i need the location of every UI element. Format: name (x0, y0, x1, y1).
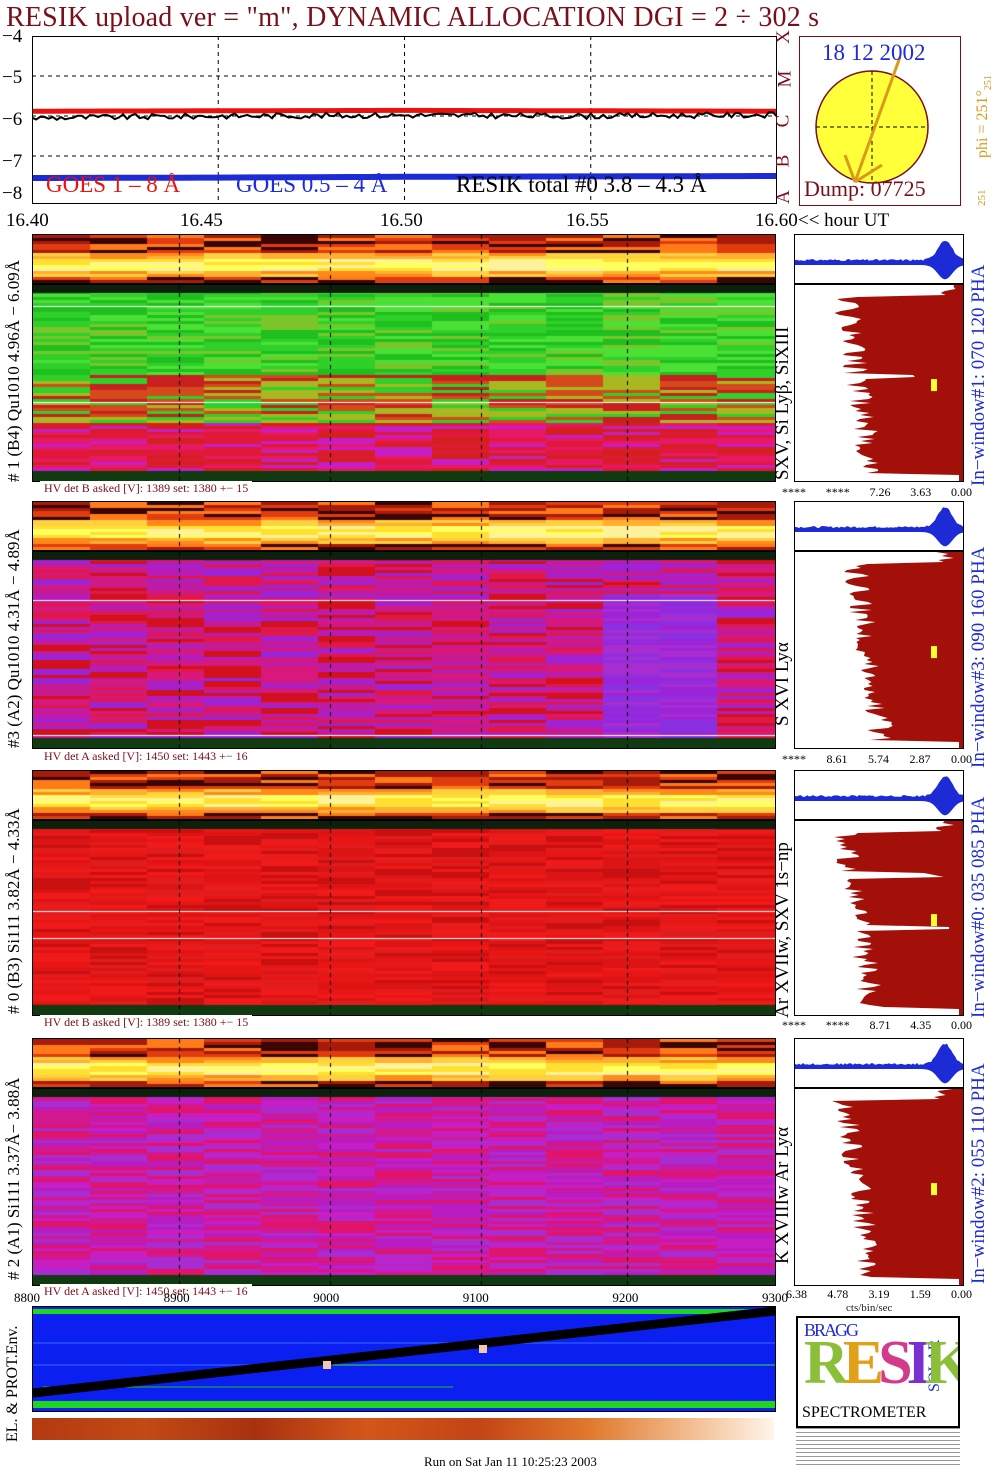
pha-histogram-shape (795, 507, 963, 547)
pha-histogram-shape (795, 776, 963, 816)
ch4-main-spectrogram (32, 1088, 776, 1286)
sun-dump: Dump: 07725 (804, 176, 926, 201)
pha-histogram-shape (795, 1043, 963, 1084)
ch2-profile (794, 551, 964, 749)
y-tick-5: −8 (2, 183, 23, 204)
flare-class-x: X (772, 30, 794, 44)
time-unit: << hour UT (798, 210, 890, 231)
ch2-lines-label: S XVI Lyα (772, 642, 793, 726)
flare-class-a: A (772, 190, 794, 204)
ch3-main-spectrogram (32, 820, 776, 1016)
ch3-window-label: In−window#0: 035 085 PHA (968, 796, 989, 1018)
ch3-left-label: # 0 (B3) Si111 3.82Å − 4.33Å (4, 808, 23, 1014)
ch1-hv-text: HV det B asked [V]: 1389 set: 1380 +− 15 (40, 481, 253, 496)
env-plot (33, 1307, 775, 1408)
ch4-pha-histogram (794, 1038, 964, 1088)
time-tick-3: 16.50 (380, 210, 423, 231)
goes-series-1 (32, 107, 777, 114)
ch4-left-label: # 2 (A1) Si111 3.37Å− 3.88Å (4, 1077, 23, 1280)
window-marker (931, 1183, 937, 1196)
ch1-left-label: # 1 (B4) Qu1010 4.96Å − 6.09Å (4, 259, 23, 482)
goes-frame (32, 36, 777, 204)
sun-phi-bottom: 251 (976, 189, 988, 207)
ch4-window-label: In−window#2: 055 110 PHA (968, 1063, 989, 1284)
goes-legend-2: GOES 0.5 – 4 Å (236, 172, 388, 197)
env-colorbar (32, 1418, 774, 1440)
ch1-window-label: In−window#1: 070 120 PHA (968, 264, 989, 486)
resik-logo: BRAGG SOLAR RESIK SPECTROMETER (796, 1316, 960, 1428)
goes-plot (32, 36, 777, 204)
flare-class-c: C (772, 114, 794, 128)
pha-histogram-shape (795, 241, 963, 280)
y-tick-1: −4 (2, 26, 23, 47)
ch3-pha-histogram (794, 770, 964, 820)
logo-spectrometer: SPECTROMETER (802, 1404, 927, 1421)
ch2-window-label: In−window#3: 090 160 PHA (968, 546, 989, 768)
env-panel (32, 1306, 776, 1412)
time-tick-2: 16.45 (180, 210, 223, 231)
ch2-pha-histogram (794, 501, 964, 551)
ch4-profile (794, 1088, 964, 1286)
y-tick-4: −7 (2, 151, 23, 172)
ch4-lines-label: K XVIIIw Ar Lyα (772, 1126, 793, 1264)
ch3-top-spectrogram (32, 770, 776, 820)
sun-panel (799, 36, 961, 206)
spectral-profile-shape (834, 285, 963, 481)
ch3-hist-ticks: **** **** 8.71 4.35 0.00 (782, 1018, 972, 1032)
ch4-hist-ticks: 6.38 4.78 3.19 1.59 0.00 (786, 1287, 972, 1301)
ch2-top-spectrogram (32, 501, 776, 551)
ch4-hv-text: HV det A asked [V]: 1450 set: 1443 +− 16 (40, 1284, 252, 1299)
hist-unit: cts/bin/sec (846, 1302, 893, 1314)
ch3-lines-label: Ar XVIIw, SXV 1s−np (772, 842, 793, 1018)
flare-class-m: M (774, 70, 796, 88)
y-tick-3: −6 (2, 109, 23, 130)
goes-series-2 (32, 173, 777, 181)
ch1-top-spectrogram (32, 234, 776, 284)
ch1-main-spectrogram (32, 284, 776, 482)
ch2-hv-text: HV det A asked [V]: 1450 set: 1443 +− 16 (40, 749, 252, 764)
ch1-hist-ticks: **** **** 7.26 3.63 0.00 (782, 485, 972, 499)
logo-bragg: BRAGG (804, 1320, 859, 1340)
time-tick-5: 16.60 (755, 210, 798, 231)
ch3-hv-text: HV det B asked [V]: 1389 set: 1380 +− 15 (40, 1015, 253, 1030)
sun-phi: phi = 251°251 (974, 75, 995, 158)
goes-legend-1: GOES 1 – 8 Å (46, 172, 181, 197)
spectral-profile-shape (833, 821, 963, 1015)
ch2-left-label: #3 (A2) Qu1010 4.31Å − 4.89Å (4, 529, 23, 748)
ch1-profile (794, 284, 964, 482)
goes-series-3 (32, 111, 777, 121)
logo-fineprint (796, 1428, 960, 1468)
ch2-main-spectrogram (32, 551, 776, 749)
window-marker (931, 646, 937, 659)
spectral-profile-shape (831, 1089, 963, 1285)
ch2-hist-ticks: **** 8.61 5.74 2.87 0.00 (782, 752, 972, 766)
ch1-pha-histogram (794, 234, 964, 284)
time-tick-4: 16.55 (566, 210, 609, 231)
sun-disk (815, 56, 929, 184)
window-marker (931, 379, 937, 392)
flare-class-b: B (772, 154, 794, 168)
chart-title: RESIK upload ver = "m", DYNAMIC ALLOCATI… (6, 2, 820, 33)
y-tick-2: −5 (2, 67, 23, 88)
env-label: EL. & PROT.Env. (4, 1325, 21, 1442)
window-marker (931, 914, 937, 927)
goes-panel (32, 36, 777, 204)
time-tick-1: 16.40 (6, 210, 49, 231)
logo-resik: RESIK (804, 1329, 958, 1397)
ch3-profile (794, 820, 964, 1016)
footer-runinfo: Run on Sat Jan 11 10:25:23 2003 (424, 1454, 597, 1469)
env-ticks: 8800 8900 9000 9100 9200 9300 (14, 1290, 788, 1305)
spectral-profile-shape (844, 552, 963, 748)
ch1-lines-label: SXV, Si Lyβ, SiXIII (772, 326, 793, 480)
goes-legend-3: RESIK total #0 3.8 – 4.3 Å (456, 172, 707, 197)
sun-date: 18 12 2002 (822, 40, 926, 65)
ch4-top-spectrogram (32, 1038, 776, 1088)
